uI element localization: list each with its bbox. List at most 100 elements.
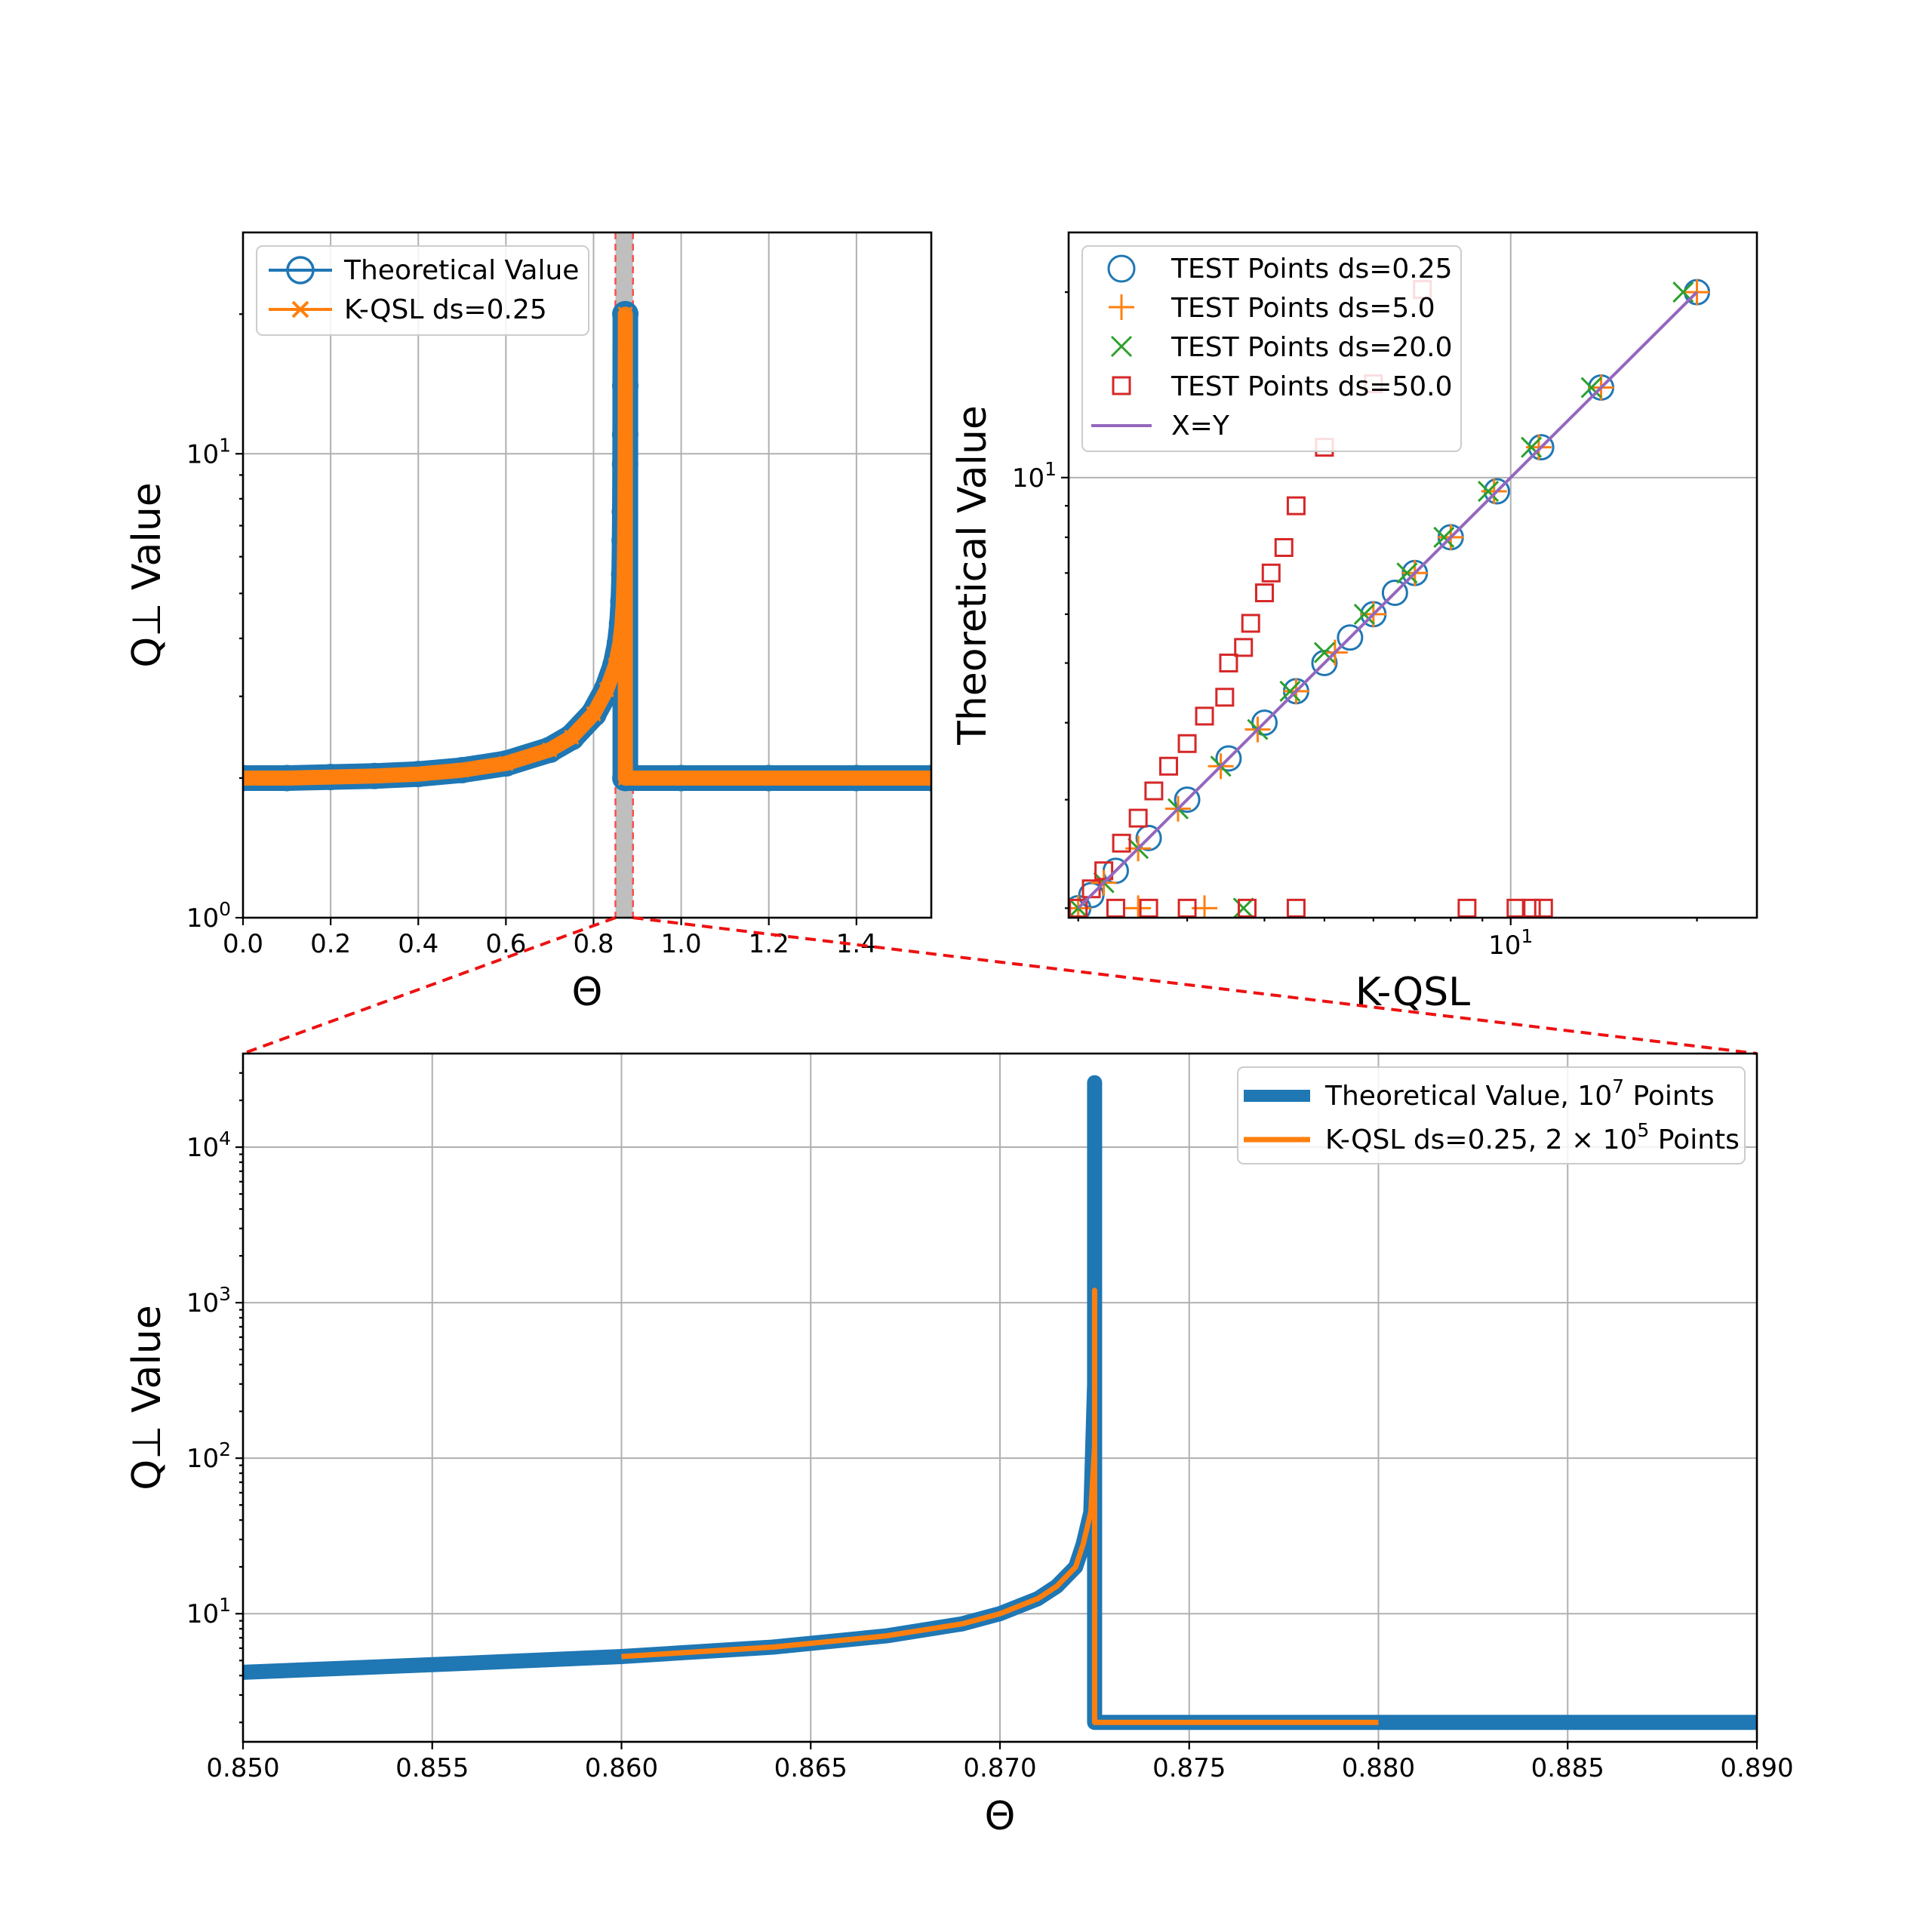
top-left-legend[interactable]: Theoretical Value K-QSL ds=0.25 [256, 245, 589, 336]
data-point-square [1234, 638, 1254, 657]
legend-marker-square [1112, 376, 1131, 395]
legend-label-kqsl: K-QSL ds=0.25 [344, 294, 547, 325]
data-point-x [1477, 480, 1500, 503]
y-tick-label: 103 [186, 1283, 231, 1318]
data-point-x [617, 533, 632, 549]
data-point-circle [1215, 745, 1242, 772]
top-right-axes-frame [1067, 231, 1758, 919]
panel-bottom: 0.850 0.855 0.860 0.865 0.870 0.875 0.880 0.885… [125, 1052, 1794, 1839]
x-tick-label: 0.6 [485, 929, 526, 959]
legend-label-kqsl: K-QSL ds=0.25, 2 × 105 Points [1325, 1119, 1740, 1155]
top-right-xlabel: K-QSL [1355, 970, 1470, 1015]
data-point-square [1112, 833, 1131, 853]
x-tick-label: 0.875 [1152, 1753, 1226, 1783]
y-tick-label: 101 [186, 434, 231, 469]
y-tick-label: 101 [1012, 458, 1057, 494]
data-point-x [454, 762, 470, 778]
data-point-plus [1684, 279, 1710, 306]
bottom-legend[interactable]: Theoretical Value, 107 Points K-QSL ds=0… [1237, 1066, 1746, 1164]
x-tick-label: 0.850 [206, 1753, 279, 1783]
data-point-square [1261, 563, 1281, 583]
bottom-ylabel: Q⊥ Value [125, 1305, 170, 1491]
top-left-ylabel: Q⊥ Value [125, 482, 170, 668]
legend-marker-circle [1107, 254, 1136, 283]
x-tick-label: 0.885 [1531, 1753, 1604, 1783]
y-tick-label: 102 [186, 1438, 231, 1474]
data-point-x [617, 770, 633, 786]
bottom-ticks: 0.850 0.855 0.860 0.865 0.870 0.875 0.880 0.885… [186, 1072, 1794, 1783]
data-point-x [1396, 562, 1418, 584]
panel-top-right: 101 101 K-QSL Theoretical Value TEST Poin… [950, 231, 1758, 1015]
data-point-square [1128, 808, 1148, 828]
top-right-legend[interactable]: TEST Points ds=0.25 TEST Points ds=5.0 T… [1081, 245, 1462, 452]
legend-label-ds20: TEST Points ds=20.0 [1171, 332, 1453, 363]
data-point-square [1506, 898, 1526, 918]
top-right-ylabel: Theoretical Value [950, 405, 995, 746]
data-point-circle [1135, 824, 1162, 851]
legend-marker-x [1110, 335, 1133, 358]
data-point-x [243, 770, 251, 786]
data-point-square [1457, 898, 1477, 918]
data-point-x [1521, 436, 1543, 458]
bottom-series [243, 1075, 1757, 1730]
data-point-square [1219, 654, 1238, 673]
x-tick-label: 0.865 [774, 1753, 848, 1783]
data-point-square [1144, 781, 1164, 801]
data-point-x [617, 378, 633, 394]
data-point-x [564, 729, 580, 745]
x-tick-label: 1.0 [661, 929, 702, 959]
x-tick-label: 0.4 [398, 929, 438, 959]
top-right-grid [1069, 232, 1757, 918]
x-tick-label: 0.855 [395, 1753, 469, 1783]
series-line [621, 1287, 1379, 1725]
data-point-x [614, 616, 630, 632]
data-point-plus [1481, 478, 1507, 505]
data-point-square [1274, 537, 1294, 557]
y-tick-label: 100 [186, 898, 231, 934]
data-point-x [367, 768, 383, 784]
data-point-square [1139, 898, 1158, 918]
data-point-x [617, 306, 633, 322]
data-point-x [617, 504, 633, 520]
data-point-circle [1174, 786, 1201, 814]
legend-label-xy: X=Y [1171, 411, 1230, 441]
data-point-x [617, 456, 633, 472]
data-point-square [1534, 898, 1553, 918]
top-right-ticks: 101 101 [1012, 291, 1698, 961]
top-right-series [1069, 278, 1711, 918]
data-point-circle [1337, 624, 1364, 651]
data-point-x [1279, 680, 1301, 702]
data-point-x [411, 766, 426, 782]
legend-marker-circle [286, 256, 315, 285]
data-point-x [1313, 641, 1336, 663]
data-point-x [1353, 603, 1375, 625]
data-point-square [1177, 734, 1197, 753]
legend-marker-plus [1109, 294, 1134, 320]
x-tick-label: 101 [1488, 925, 1533, 961]
data-point-square [1158, 756, 1178, 776]
zoom-connector-right [632, 916, 1758, 1055]
data-point-x [1580, 377, 1602, 398]
x-tick-label: 0.2 [310, 929, 351, 959]
y-tick-label: 101 [186, 1594, 231, 1629]
top-left-grid [242, 232, 931, 918]
x-tick-label: 0.890 [1720, 1753, 1793, 1783]
legend-label-ds5: TEST Points ds=5.0 [1171, 293, 1435, 324]
top-left-axes-frame [242, 231, 933, 919]
data-point-square [1286, 496, 1306, 515]
x-tick-label: 0.8 [573, 929, 614, 959]
data-point-square [1241, 614, 1260, 633]
legend-label-theoretical: Theoretical Value [343, 255, 579, 286]
data-point-x [617, 566, 632, 582]
x-tick-label: 0.880 [1342, 1753, 1415, 1783]
data-point-x [923, 770, 931, 786]
data-point-x [673, 770, 689, 786]
data-point-circle [1381, 580, 1408, 607]
data-point-square [1177, 898, 1197, 918]
x-tick-label: 1.2 [749, 929, 789, 959]
data-point-square [1069, 898, 1088, 918]
data-point-x [323, 769, 339, 785]
